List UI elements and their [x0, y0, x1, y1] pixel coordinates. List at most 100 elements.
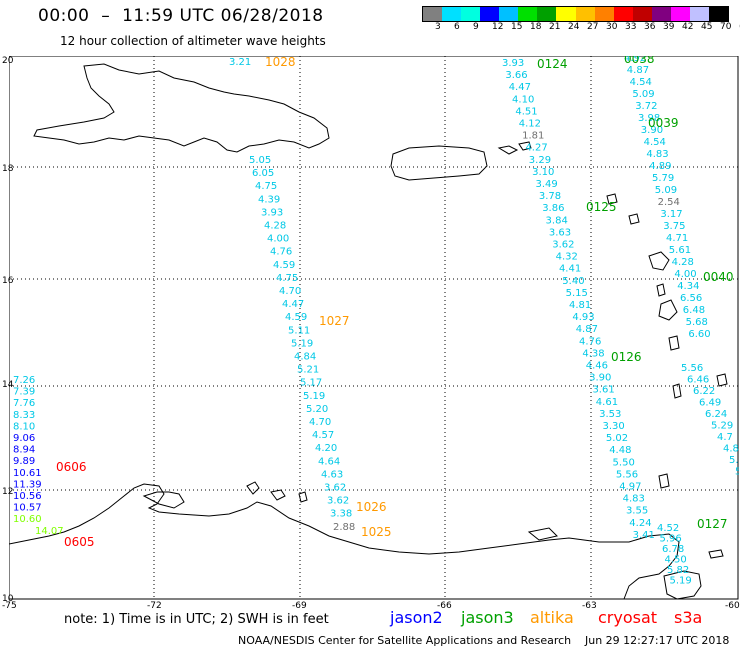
wave-height-value: 5.50 — [613, 457, 635, 468]
legend-label: 18 — [530, 22, 542, 32]
lon-label: -75 — [2, 601, 17, 611]
legend-swatch — [518, 7, 538, 21]
legend-label: 9 — [473, 22, 479, 32]
pass-label: 0039 — [648, 116, 679, 130]
legend-label: 15 — [511, 22, 523, 32]
wave-height-value: 4.54 — [630, 77, 652, 88]
lon-label: -66 — [437, 601, 452, 611]
wave-height-value: 3.84 — [546, 215, 568, 226]
wave-height-value: 10.56 — [13, 491, 42, 502]
wave-height-value: 3.30 — [603, 421, 625, 432]
virgin-islands — [497, 141, 532, 155]
wave-height-value: 10.60 — [13, 514, 42, 525]
wave-height-value: 4.7 — [717, 432, 733, 443]
wave-height-value: 4.83 — [646, 149, 668, 160]
wave-height-value: 5.0 — [729, 455, 739, 466]
wave-height-value: 4.39 — [258, 194, 280, 205]
pass-label: 0038 — [624, 56, 655, 66]
pass-label: 0125 — [586, 200, 617, 214]
wave-height-value: 4.34 — [677, 281, 699, 292]
wave-height-color-legend — [422, 6, 729, 22]
wave-height-value: 4.12 — [519, 119, 541, 130]
legend-swatch — [689, 7, 709, 21]
wave-height-value: 4.93 — [572, 312, 594, 323]
wave-height-value: 14.07 — [35, 526, 64, 537]
wave-height-value: 4.83 — [623, 494, 645, 505]
aruba-island — [246, 481, 260, 495]
wave-height-value: 4.47 — [282, 299, 304, 310]
wave-height-value: 3.38 — [330, 509, 352, 520]
wave-height-value: 5.15 — [566, 288, 588, 299]
wave-height-value: 3.75 — [663, 221, 685, 232]
pass-label: 1028 — [265, 56, 296, 69]
legend-label: 3 — [435, 22, 441, 32]
legend-swatch — [651, 7, 671, 21]
pass-label: 0126 — [611, 350, 642, 364]
wave-height-value: 9.89 — [13, 456, 35, 467]
martinique-island — [658, 299, 678, 321]
legend-altika: altika — [530, 608, 574, 627]
st-kitts-island — [606, 193, 618, 205]
wave-height-value: 4.50 — [665, 555, 687, 566]
wave-height-value: 4.76 — [270, 247, 292, 258]
wave-height-value: 4.71 — [666, 233, 688, 244]
pass-label: 0605 — [64, 535, 95, 549]
lon-label: -69 — [292, 601, 307, 611]
wave-height-value: 5.61 — [669, 245, 691, 256]
pass-label: 1025 — [361, 525, 392, 539]
wave-height-value: 2.88 — [333, 522, 355, 533]
wave-height-value: 6.48 — [683, 305, 705, 316]
wave-height-value: 4.28 — [264, 221, 286, 232]
wave-height-value: 4.75 — [255, 181, 277, 192]
wave-height-value: 4.92 — [624, 56, 646, 64]
wave-height-value: 7.76 — [13, 398, 35, 409]
wave-height-value: 6.78 — [662, 544, 684, 555]
wave-height-value: 5.21 — [297, 365, 319, 376]
wave-height-value: 3.90 — [641, 125, 663, 136]
wave-height-value: 4.51 — [515, 106, 537, 117]
wave-height-value: 4.59 — [285, 312, 307, 323]
tobago-island — [708, 549, 724, 559]
wave-height-value: 4.97 — [619, 482, 641, 493]
wave-height-value: 4.61 — [596, 397, 618, 408]
wave-height-value: 5.56 — [616, 469, 638, 480]
st-lucia-island — [668, 335, 680, 351]
legend-label: 70 — [720, 22, 732, 32]
wave-height-value: 6.49 — [699, 398, 721, 409]
wave-height-value: 4.81 — [569, 300, 591, 311]
legend-swatch — [632, 7, 652, 21]
wave-height-value: 1.81 — [522, 131, 544, 142]
legend-swatch — [480, 7, 500, 21]
legend-swatch — [442, 7, 462, 21]
legend-swatch — [575, 7, 595, 21]
wave-height-value: 3.62 — [327, 496, 349, 507]
lat-label: 14 — [2, 380, 14, 390]
wave-height-value: 5.19 — [303, 391, 325, 402]
legend-swatch — [423, 7, 443, 21]
wave-height-value: 4.75 — [276, 273, 298, 284]
wave-height-value: 4.10 — [512, 94, 534, 105]
wave-height-value: 4.20 — [315, 443, 337, 454]
legend-label: 12 — [492, 22, 504, 32]
wave-height-value: 3.55 — [626, 506, 648, 517]
wave-height-value: 4.28 — [672, 257, 694, 268]
wave-height-value: 4.47 — [509, 82, 531, 93]
wave-height-value: 7.26 — [13, 375, 35, 386]
wave-height-value: 5.02 — [606, 433, 628, 444]
margarita-island — [527, 527, 558, 541]
lat-label: 20 — [2, 56, 14, 66]
wave-height-value: 4.00 — [674, 269, 696, 280]
wave-height-value: 11.39 — [13, 479, 42, 490]
grenada-island — [658, 473, 670, 489]
puerto-rico-coast — [390, 145, 488, 181]
legend-swatch — [613, 7, 633, 21]
legend-jason2: jason2 — [390, 608, 443, 627]
map-area: 3.21 5.05 6.05 4.75 4.39 3.93 4.28 4.00 4.76 4.59… — [9, 56, 739, 600]
wave-height-value: 5.20 — [306, 404, 328, 415]
guadeloupe-island — [648, 251, 670, 271]
wave-height-value: 5.17 — [300, 378, 322, 389]
wave-height-value: 3.63 — [549, 227, 571, 238]
lat-label: 18 — [2, 164, 14, 174]
wave-height-value: 5.19 — [291, 338, 313, 349]
map-title: 00:00 – 11:59 UTC 06/28/2018 — [38, 6, 324, 26]
